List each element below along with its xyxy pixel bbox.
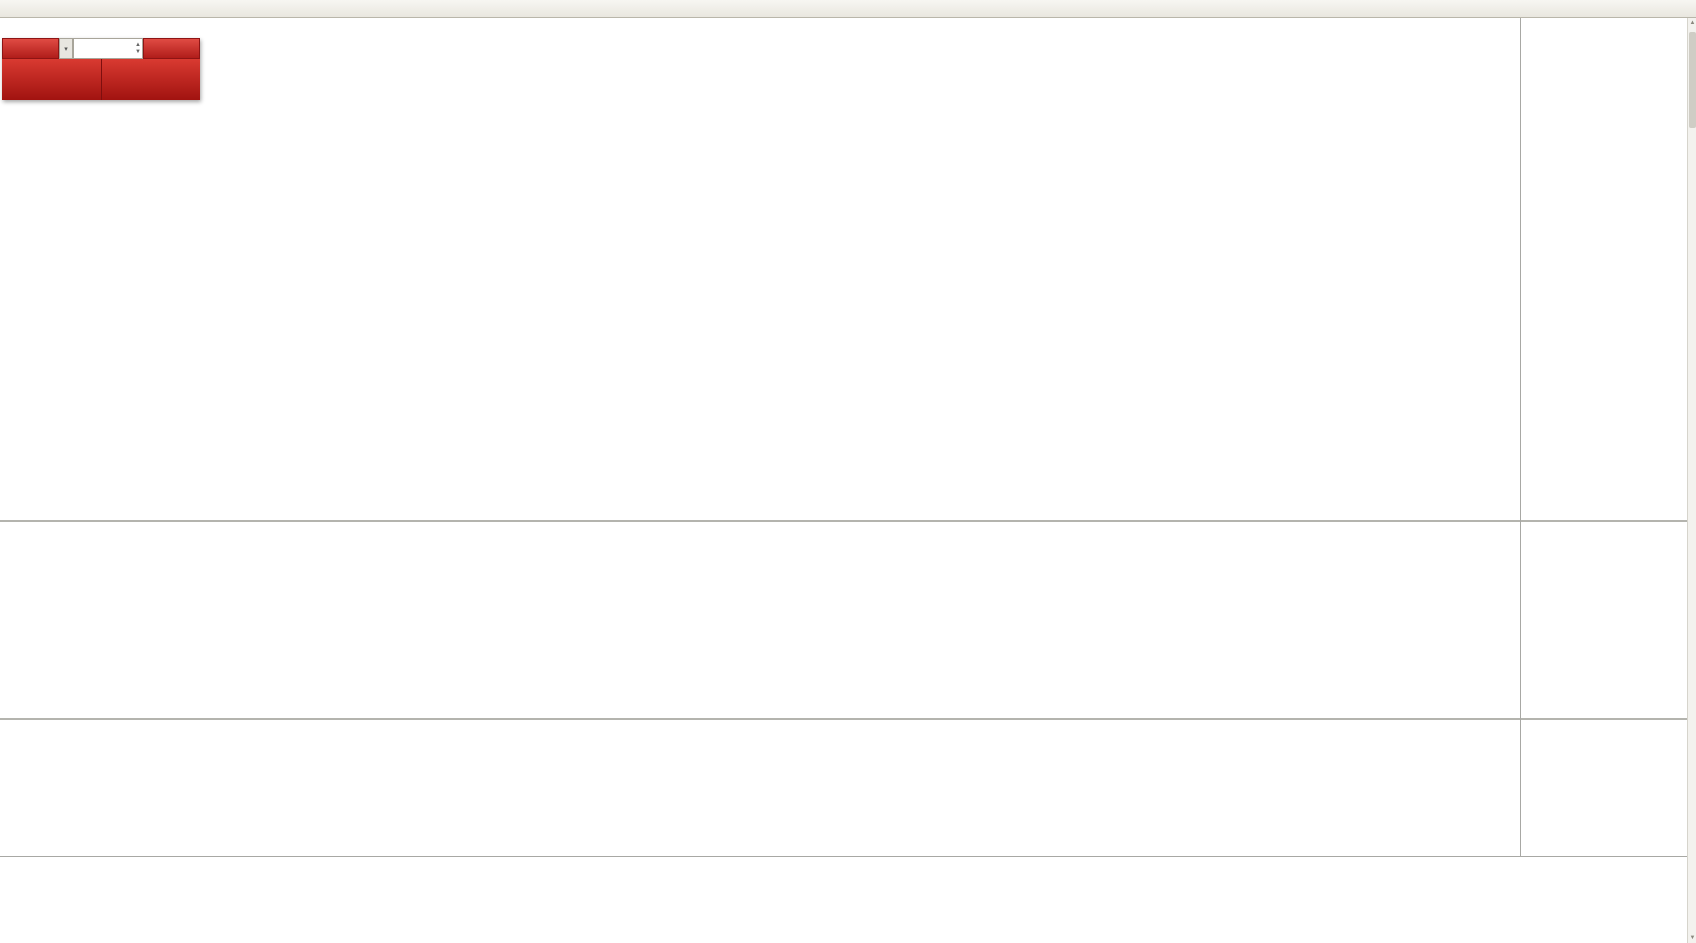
- price-axis-border: [1520, 18, 1521, 856]
- one-click-trading-panel: ▾ ▲ ▼: [2, 38, 200, 100]
- lot-size-input[interactable]: ▲ ▼: [73, 38, 143, 59]
- price-chart[interactable]: [0, 18, 1520, 520]
- ask-price-button[interactable]: [101, 59, 200, 100]
- scrollbar-thumb[interactable]: [1689, 32, 1696, 128]
- toolbar: [0, 0, 1696, 18]
- time-axis[interactable]: [0, 856, 1696, 875]
- sell-button[interactable]: [2, 38, 59, 59]
- buy-button[interactable]: [143, 38, 200, 59]
- lot-spinner[interactable]: ▲ ▼: [135, 41, 141, 55]
- rsi-chart[interactable]: [0, 720, 1520, 856]
- bid-price-button[interactable]: [2, 59, 102, 100]
- macd-chart[interactable]: [0, 522, 1520, 716]
- pane-divider-macd[interactable]: [0, 520, 1696, 522]
- scroll-up-icon[interactable]: ▲: [1689, 20, 1696, 26]
- scroll-down-icon[interactable]: ▼: [1689, 935, 1696, 941]
- pane-divider-rsi[interactable]: [0, 718, 1696, 720]
- lot-dropdown-icon[interactable]: ▾: [59, 38, 73, 59]
- chart-area: ▾ ▲ ▼ ▲ ▼: [0, 18, 1696, 943]
- vertical-scrollbar[interactable]: ▲ ▼: [1687, 18, 1696, 943]
